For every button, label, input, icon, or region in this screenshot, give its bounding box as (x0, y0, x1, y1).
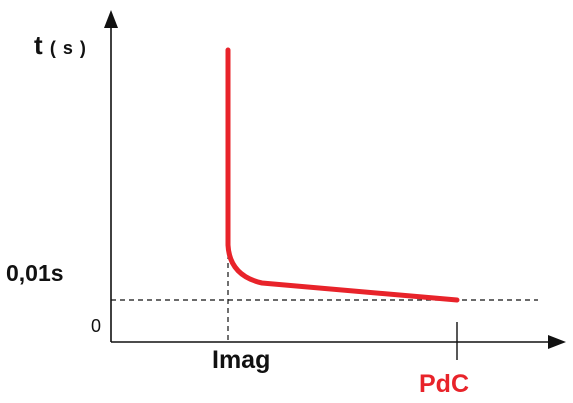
y-axis-label: t ( s ) (34, 32, 87, 58)
y-axis-unit: ( s ) (49, 38, 87, 58)
imag-label: Imag (212, 346, 271, 374)
reference-time-label: 0,01s (6, 260, 64, 286)
trip-curve (225, 47, 460, 303)
pdc-label: PdC (419, 370, 469, 398)
x-axis-arrow-icon (548, 335, 566, 349)
y-axis-arrow-icon (104, 10, 118, 28)
y-axis-symbol: t (34, 30, 43, 60)
origin-label: 0 (91, 316, 102, 336)
